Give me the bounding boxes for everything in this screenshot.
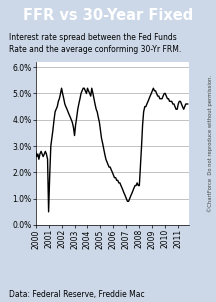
Text: Data: Federal Reserve, Freddie Mac: Data: Federal Reserve, Freddie Mac	[9, 290, 144, 299]
Text: ©ChartForce  Do not reproduce without permission.: ©ChartForce Do not reproduce without per…	[207, 75, 213, 212]
Text: Interest rate spread between the Fed Funds
Rate and the average conforming 30-Yr: Interest rate spread between the Fed Fun…	[9, 33, 181, 54]
Text: FFR vs 30-Year Fixed: FFR vs 30-Year Fixed	[23, 8, 193, 23]
